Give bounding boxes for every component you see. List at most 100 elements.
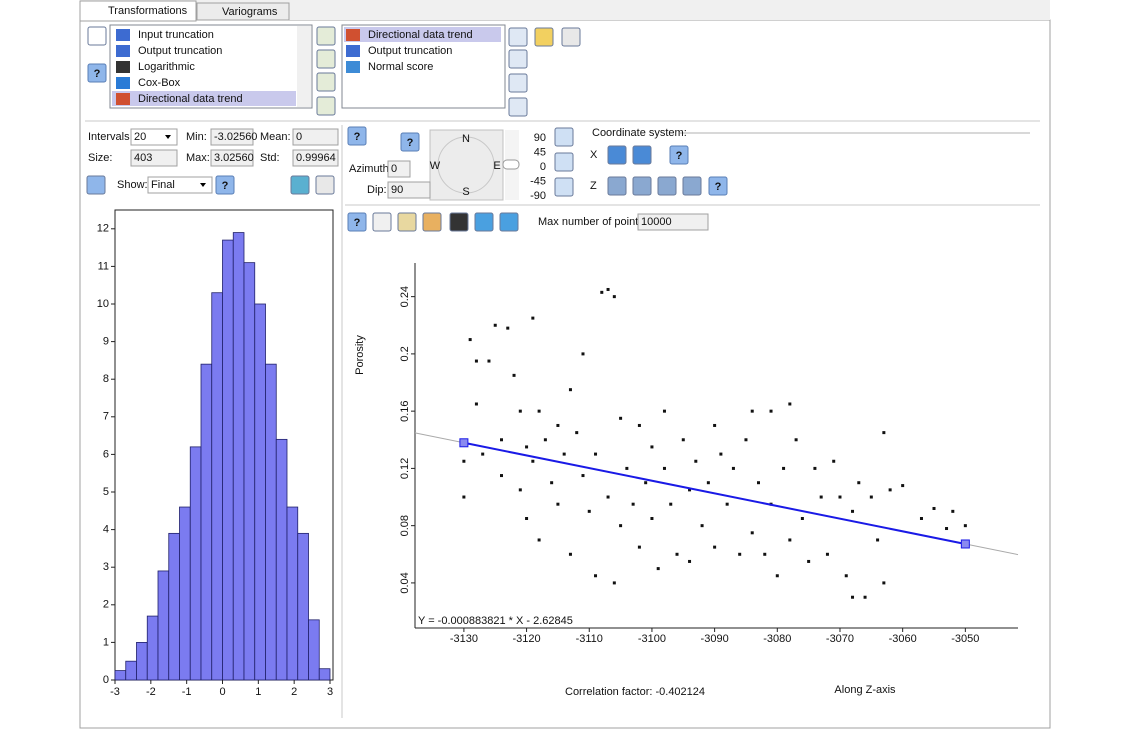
scatter-point [800, 517, 804, 520]
help-button[interactable] [669, 145, 689, 165]
help-glyph: ? [354, 131, 361, 143]
field-value: 0 [296, 131, 302, 143]
x-tick-label: -3130 [450, 633, 478, 645]
toolbar-button[interactable] [682, 176, 702, 196]
text-field[interactable] [292, 149, 339, 167]
toolbar-button[interactable] [316, 72, 336, 92]
toolbar-button[interactable] [372, 212, 392, 232]
help-glyph: ? [715, 181, 722, 193]
dropdown[interactable] [130, 128, 178, 146]
toolbar-button[interactable] [449, 212, 469, 232]
toolbar-button[interactable] [554, 177, 574, 197]
text-field[interactable] [130, 149, 178, 167]
toolbar-button[interactable] [397, 212, 417, 232]
x-tick-label: -3100 [638, 633, 666, 645]
toolbar-button[interactable] [86, 175, 106, 195]
toolbar-button[interactable] [316, 49, 336, 69]
toolbar-button[interactable] [632, 145, 652, 165]
toolbar-button[interactable] [422, 212, 442, 232]
toolbar-button[interactable] [607, 145, 627, 165]
scatter-point [468, 338, 472, 342]
text-field[interactable] [292, 128, 339, 146]
histogram-bar [125, 660, 137, 681]
scatter-point [882, 581, 886, 585]
scatter-point [688, 559, 692, 563]
tab[interactable] [196, 2, 290, 21]
scatter-point [656, 567, 660, 571]
x-tick-label: 0 [219, 686, 225, 698]
toolbar-button[interactable] [316, 96, 336, 116]
toolbar-button[interactable] [316, 26, 336, 46]
dropdown[interactable] [147, 176, 213, 194]
compass[interactable] [429, 129, 504, 201]
scatter-point [650, 445, 654, 449]
scatter-point [562, 452, 566, 456]
toolbar-button[interactable] [508, 49, 528, 69]
help-button[interactable] [215, 175, 235, 195]
toolbar-button[interactable] [534, 27, 554, 47]
list-item: Input truncation [138, 29, 214, 41]
tab-label: Variograms [222, 6, 278, 18]
field-value: 10000 [641, 216, 672, 228]
scatter-point [901, 484, 905, 488]
y-tick-label: 0 [103, 674, 109, 686]
dropdown-value: 20 [134, 131, 146, 143]
trend-handle[interactable] [960, 539, 970, 549]
label: Size: [88, 152, 112, 164]
scatter-point [782, 466, 786, 470]
list-icon [346, 45, 360, 57]
help-button[interactable] [400, 132, 420, 152]
scatter-point [537, 538, 541, 542]
toolbar-button[interactable] [508, 97, 528, 117]
toolbar-button[interactable] [632, 176, 652, 196]
slider-thumb[interactable] [502, 159, 520, 170]
x-tick-label: 1 [255, 686, 261, 698]
histogram-bar [189, 446, 202, 681]
dropdown-value: Final [151, 179, 175, 191]
compass-label: N [462, 133, 470, 145]
help-button[interactable] [347, 212, 367, 232]
scatter-point [594, 452, 598, 456]
scatter-point [462, 495, 466, 499]
text-field[interactable] [210, 128, 254, 146]
tab-active[interactable] [79, 0, 197, 22]
toolbar-button[interactable] [87, 26, 107, 46]
text-field[interactable] [387, 181, 431, 199]
toolbar-button[interactable] [554, 152, 574, 172]
toolbar-button[interactable] [561, 27, 581, 47]
scrollbar[interactable] [297, 26, 311, 107]
toolbar-button[interactable] [508, 27, 528, 47]
histogram-bar [232, 232, 245, 681]
help-button[interactable] [708, 176, 728, 196]
scatter-point [838, 495, 842, 499]
toolbar-button[interactable] [315, 175, 335, 195]
field-value: -3.02560 [214, 131, 257, 143]
compass-ring [437, 136, 495, 194]
help-button[interactable] [347, 126, 367, 146]
text-field[interactable] [387, 160, 411, 178]
scatter-point [832, 459, 836, 463]
toolbar-button[interactable] [499, 212, 519, 232]
scatter-point [932, 506, 936, 510]
toolbar-button[interactable] [607, 176, 627, 196]
scatter-point [587, 509, 591, 513]
scatter-point [525, 517, 529, 520]
y-tick-label: 1 [103, 636, 109, 648]
scatter-point [919, 517, 923, 520]
text-field[interactable] [637, 213, 709, 231]
y-tick-label: 0.2 [399, 346, 411, 361]
toolbar-button[interactable] [290, 175, 310, 195]
text-field[interactable] [210, 149, 254, 167]
axis-name: Z [590, 180, 597, 192]
trend-equation: Y = -0.000883821 * X - 2.62845 [418, 615, 573, 627]
help-button[interactable] [87, 63, 107, 83]
toolbar-button[interactable] [657, 176, 677, 196]
field-value: 0 [391, 163, 397, 175]
toolbar-button[interactable] [474, 212, 494, 232]
scatter-point [819, 495, 823, 499]
histogram-bar [200, 363, 213, 681]
scatter-point [556, 502, 560, 506]
toolbar-button[interactable] [508, 73, 528, 93]
toolbar-button[interactable] [554, 127, 574, 147]
trend-handle[interactable] [459, 438, 469, 448]
